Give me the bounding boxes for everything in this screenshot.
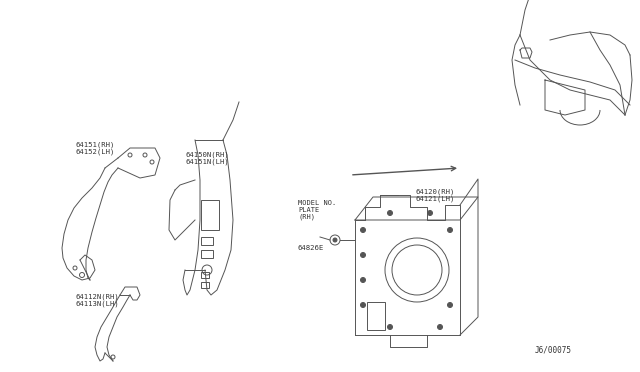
Bar [201, 272, 209, 278]
Text: MODEL NO.
PLATE
(RH): MODEL NO. PLATE (RH) [298, 200, 336, 220]
Circle shape [333, 238, 337, 242]
Text: 64151(RH)
64152(LH): 64151(RH) 64152(LH) [76, 141, 115, 155]
Bar [201, 200, 219, 230]
Circle shape [447, 228, 452, 232]
Bar [367, 302, 385, 330]
Circle shape [438, 324, 442, 330]
Text: 64112N(RH)
64113N(LH): 64112N(RH) 64113N(LH) [75, 293, 119, 307]
Bar [201, 282, 209, 288]
Text: 64826E: 64826E [298, 245, 324, 251]
Circle shape [360, 253, 365, 257]
Circle shape [387, 211, 392, 215]
Text: 64150N(RH)
64151N(LH): 64150N(RH) 64151N(LH) [186, 151, 230, 165]
Circle shape [428, 211, 433, 215]
Circle shape [360, 302, 365, 308]
Bar [201, 237, 213, 245]
Circle shape [387, 324, 392, 330]
Text: J6/00075: J6/00075 [535, 346, 572, 355]
Circle shape [360, 278, 365, 282]
Text: 64120(RH)
64121(LH): 64120(RH) 64121(LH) [415, 188, 454, 202]
Circle shape [360, 228, 365, 232]
Circle shape [447, 302, 452, 308]
Bar [201, 250, 213, 258]
